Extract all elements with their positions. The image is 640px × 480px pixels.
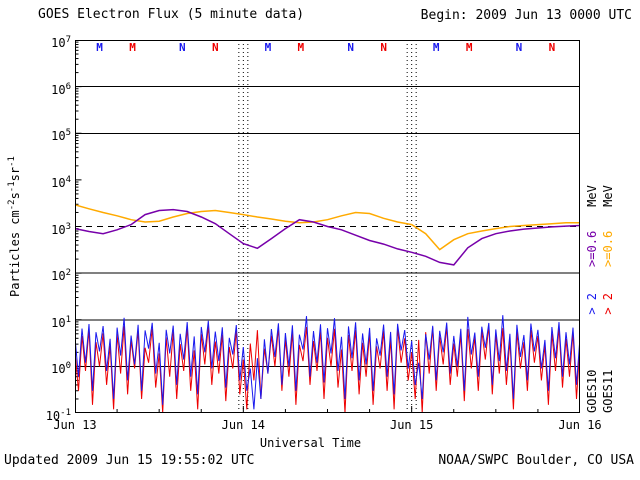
y-axis-label-text: Particles cm-2s-1sr-1 [6, 156, 22, 297]
y-tick-label: 101 [51, 314, 71, 330]
local-noon-marker: N [380, 41, 387, 54]
local-midnight-marker: M [297, 41, 305, 54]
trace-goes10-electrons-2-mev [75, 315, 580, 410]
x-tick-label: Jun 15 [389, 418, 434, 432]
local-noon-marker: N [548, 41, 556, 54]
local-midnight-marker: M [432, 41, 440, 54]
legend-gt2mev-label: > 2 [585, 292, 599, 315]
legend-gt2mev-label: > 2 [601, 292, 615, 315]
y-tick-label: 102 [51, 268, 71, 284]
local-midnight-marker: M [465, 41, 473, 54]
local-midnight-marker: M [264, 41, 272, 54]
y-tick-label: 104 [51, 174, 71, 190]
plot-frame [75, 40, 580, 413]
begin-time-label: Begin: 2009 Jun 13 0000 UTC [420, 8, 632, 23]
page-title: GOES Electron Flux (5 minute data) [38, 7, 305, 22]
local-midnight-marker: M [129, 41, 136, 54]
legend-mev-unit-label: MeV [601, 185, 615, 207]
y-tick-label: 106 [51, 81, 71, 97]
chart-canvas [75, 40, 580, 413]
trace-goes11-electrons-0.6-mev [75, 204, 580, 251]
legend-mev-unit-label: MeV [585, 185, 599, 207]
legend-satellite-label: GOES11 [601, 369, 615, 413]
updated-timestamp: Updated 2009 Jun 15 19:55:02 UTC [4, 453, 255, 468]
credit-label: NOAA/SWPC Boulder, CO USA [438, 453, 634, 468]
y-tick-label: 107 [51, 35, 71, 50]
local-noon-marker: N [347, 41, 354, 54]
y-tick-label: 103 [51, 221, 71, 237]
local-noon-marker: N [211, 41, 219, 54]
local-noon-marker: N [179, 41, 186, 54]
x-tick-label: Jun 14 [221, 418, 265, 432]
local-midnight-marker: M [96, 41, 103, 54]
x-axis-label: Universal Time [259, 436, 362, 450]
y-tick-label: 105 [51, 128, 71, 144]
trace-goes10-electrons-0.6-mev [75, 208, 580, 266]
legend-satellite-label: GOES10 [585, 369, 599, 413]
x-tick-label: Jun 16 [558, 418, 602, 432]
legend-column-goes10: GOES10 > 2 >=0.6 MeV [584, 40, 600, 413]
y-axis-label: Particles cm-2s-1sr-1 [6, 40, 22, 413]
legend-ge0.6mev-label: >=0.6 [601, 230, 615, 267]
legend-ge0.6mev-label: >=0.6 [585, 230, 599, 267]
local-noon-marker: N [515, 41, 523, 54]
x-tick-label: Jun 13 [53, 418, 97, 432]
y-tick-label: 100 [51, 361, 71, 377]
legend-column-goes11: GOES11 > 2 >=0.6 MeV [600, 40, 616, 413]
y-tick-label: 10-1 [45, 408, 71, 423]
